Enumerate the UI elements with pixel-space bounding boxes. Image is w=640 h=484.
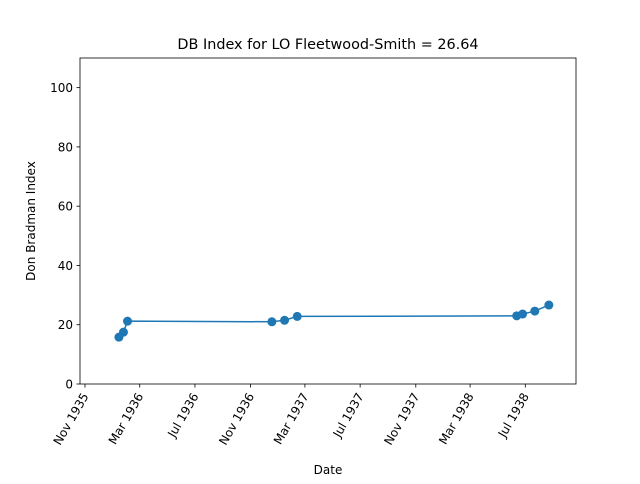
data-point	[280, 315, 290, 325]
x-tick-label: Jul 1938	[495, 391, 532, 441]
y-tick-label: 20	[58, 318, 73, 332]
ticks-layer: 0 20 40 60 80 100 Nov 1935 Mar 1936 Jul 1936 Nov …	[50, 81, 532, 447]
plot-frame	[79, 57, 577, 385]
data-point	[518, 309, 528, 319]
x-tick-label: Jul 1937	[330, 391, 367, 441]
data-point	[530, 306, 540, 316]
data-point	[544, 300, 554, 310]
y-axis-label: Don Bradman Index	[24, 161, 38, 281]
x-axis-label: Date	[314, 463, 343, 477]
series-line	[118, 304, 550, 338]
series-layer	[114, 300, 554, 342]
x-tick-label: Jul 1936	[165, 391, 202, 441]
data-point	[118, 327, 128, 337]
y-tick-label: 100	[50, 81, 73, 95]
y-tick-label: 60	[58, 200, 73, 214]
data-point	[267, 317, 277, 327]
y-tick-label: 80	[58, 140, 73, 154]
x-tick-label: Nov 1936	[216, 391, 257, 448]
x-tick-label: Nov 1935	[51, 391, 92, 448]
y-tick-label: 40	[58, 259, 73, 273]
data-point	[292, 311, 302, 321]
y-tick-label: 0	[65, 378, 73, 392]
x-tick-label: Mar 1938	[436, 391, 477, 447]
x-tick-label: Mar 1936	[106, 391, 147, 447]
x-tick-label: Nov 1937	[381, 391, 422, 448]
x-tick-label: Mar 1937	[271, 391, 312, 447]
data-point	[123, 316, 133, 326]
chart-title: DB Index for LO Fleetwood-Smith = 26.64	[177, 37, 478, 53]
